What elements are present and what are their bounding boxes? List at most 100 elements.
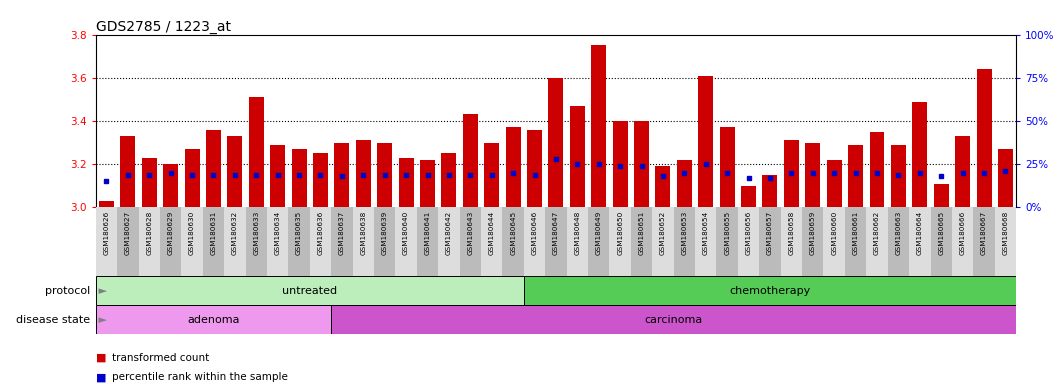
- Text: GSM180651: GSM180651: [638, 211, 645, 255]
- Text: carcinoma: carcinoma: [645, 314, 703, 325]
- Text: GSM180668: GSM180668: [1002, 211, 1009, 255]
- Bar: [631, 207, 652, 276]
- Text: GSM180636: GSM180636: [317, 211, 323, 255]
- Text: ►: ►: [95, 286, 106, 296]
- Bar: [909, 207, 931, 276]
- Bar: [570, 106, 585, 207]
- Bar: [912, 101, 928, 207]
- Text: GSM180649: GSM180649: [596, 211, 602, 255]
- Bar: [355, 141, 370, 207]
- Text: GSM180647: GSM180647: [553, 211, 559, 255]
- Text: GSM180667: GSM180667: [981, 211, 987, 255]
- Bar: [523, 207, 545, 276]
- Bar: [228, 136, 243, 207]
- Text: GSM180657: GSM180657: [767, 211, 772, 255]
- Bar: [246, 207, 267, 276]
- Bar: [442, 153, 456, 207]
- Bar: [824, 207, 845, 276]
- Text: GSM180650: GSM180650: [617, 211, 624, 255]
- Bar: [610, 207, 631, 276]
- Text: ■: ■: [96, 372, 106, 382]
- Bar: [763, 175, 778, 207]
- Bar: [592, 45, 606, 207]
- Text: GSM180638: GSM180638: [361, 211, 366, 255]
- Bar: [96, 305, 331, 334]
- Text: GSM180658: GSM180658: [788, 211, 795, 255]
- Text: GSM180654: GSM180654: [702, 211, 709, 255]
- Text: GSM180627: GSM180627: [124, 211, 131, 255]
- Bar: [523, 276, 1016, 305]
- Text: percentile rank within the sample: percentile rank within the sample: [112, 372, 287, 382]
- Bar: [869, 132, 884, 207]
- Bar: [974, 207, 995, 276]
- Bar: [292, 149, 306, 207]
- Text: GSM180630: GSM180630: [189, 211, 195, 255]
- Text: GSM180640: GSM180640: [403, 211, 410, 255]
- Text: GSM180652: GSM180652: [660, 211, 666, 255]
- Bar: [674, 207, 695, 276]
- Text: GSM180663: GSM180663: [896, 211, 901, 255]
- Bar: [784, 141, 799, 207]
- Text: GSM180644: GSM180644: [488, 211, 495, 255]
- Bar: [716, 207, 737, 276]
- Bar: [481, 207, 502, 276]
- Bar: [378, 142, 393, 207]
- Text: GSM180634: GSM180634: [275, 211, 281, 255]
- Bar: [977, 69, 992, 207]
- Text: GSM180665: GSM180665: [938, 211, 944, 255]
- Bar: [998, 149, 1013, 207]
- Bar: [781, 207, 802, 276]
- Text: GSM180659: GSM180659: [810, 211, 816, 255]
- Text: ■: ■: [96, 353, 106, 363]
- Text: GSM180662: GSM180662: [874, 211, 880, 255]
- Bar: [995, 207, 1016, 276]
- Text: GSM180643: GSM180643: [467, 211, 473, 255]
- Text: adenoma: adenoma: [187, 314, 239, 325]
- Bar: [505, 127, 520, 207]
- Text: GSM180632: GSM180632: [232, 211, 238, 255]
- Bar: [331, 305, 1016, 334]
- Bar: [310, 207, 331, 276]
- Bar: [802, 207, 824, 276]
- Bar: [827, 160, 842, 207]
- Text: GSM180637: GSM180637: [339, 211, 345, 255]
- Bar: [120, 136, 135, 207]
- Bar: [952, 207, 974, 276]
- Bar: [698, 76, 713, 207]
- Text: GSM180645: GSM180645: [510, 211, 516, 255]
- Bar: [588, 207, 610, 276]
- Bar: [117, 207, 138, 276]
- Bar: [891, 145, 905, 207]
- Bar: [567, 207, 588, 276]
- Text: disease state: disease state: [16, 314, 90, 325]
- Bar: [866, 207, 887, 276]
- Bar: [887, 207, 909, 276]
- Text: GDS2785 / 1223_at: GDS2785 / 1223_at: [96, 20, 231, 33]
- Bar: [331, 207, 352, 276]
- Bar: [334, 142, 349, 207]
- Bar: [288, 207, 310, 276]
- Text: GSM180648: GSM180648: [575, 211, 580, 255]
- Bar: [719, 127, 734, 207]
- Bar: [934, 184, 949, 207]
- Text: GSM180660: GSM180660: [831, 211, 837, 255]
- Bar: [142, 158, 156, 207]
- Text: GSM180642: GSM180642: [446, 211, 452, 255]
- Bar: [375, 207, 396, 276]
- Bar: [96, 276, 523, 305]
- Bar: [163, 164, 178, 207]
- Bar: [270, 145, 285, 207]
- Bar: [203, 207, 225, 276]
- Bar: [742, 186, 757, 207]
- Text: GSM180653: GSM180653: [681, 211, 687, 255]
- Bar: [848, 145, 863, 207]
- Text: GSM180635: GSM180635: [296, 211, 302, 255]
- Text: GSM180641: GSM180641: [425, 211, 431, 255]
- Bar: [181, 207, 203, 276]
- Bar: [352, 207, 375, 276]
- Bar: [463, 114, 478, 207]
- Text: GSM180639: GSM180639: [382, 211, 387, 255]
- Bar: [737, 207, 760, 276]
- Bar: [396, 207, 417, 276]
- Bar: [206, 130, 221, 207]
